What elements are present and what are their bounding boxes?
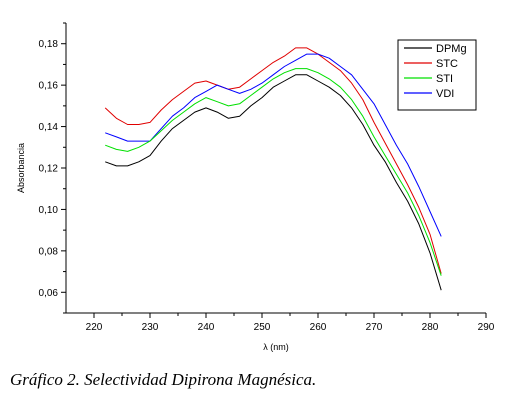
y-axis-ticks: 0,06 0,08 0,10 0,12 0,14 0,16 0,18 [39, 22, 66, 314]
series-line-stc [104, 47, 442, 274]
y-tick-label: 0,06 [39, 288, 59, 299]
legend-box [397, 39, 477, 111]
x-axis-ticks: 220 230 240 250 260 270 280 290 [86, 313, 495, 333]
x-tick-label: 260 [310, 322, 327, 333]
x-tick-label: 220 [86, 322, 103, 333]
legend-label: DPMg [436, 43, 467, 55]
legend-label: STC [436, 58, 458, 70]
y-tick-label: 0,10 [39, 205, 59, 216]
y-tick-label: 0,14 [39, 122, 59, 133]
x-tick-label: 280 [422, 322, 439, 333]
series-line-vdi [105, 53, 442, 237]
y-tick-label: 0,16 [39, 81, 59, 92]
x-tick-label: 270 [366, 322, 383, 333]
legend-label: VDI [436, 88, 454, 100]
chart-legend: DPMg STC STI VDI [397, 39, 477, 111]
y-axis-title: Absorbancia [16, 143, 26, 193]
x-tick-label: 240 [198, 322, 215, 333]
absorbance-chart: 220 230 240 250 260 270 280 290 0,06 0,08 0,10 0,1… [16, 22, 495, 352]
y-tick-label: 0,12 [39, 164, 59, 175]
chart-series [104, 47, 442, 291]
legend-label: STI [436, 73, 453, 85]
x-tick-label: 250 [254, 322, 271, 333]
series-line-dpmg [105, 74, 442, 291]
series-line-sti [105, 68, 442, 276]
y-tick-label: 0,18 [39, 39, 59, 50]
x-tick-label: 290 [478, 322, 495, 333]
x-axis-title: λ (nm) [263, 342, 289, 352]
figure-caption: Gráfico 2. Selectividad Dipirona Magnési… [10, 370, 317, 389]
x-tick-label: 230 [142, 322, 159, 333]
y-tick-label: 0,08 [39, 246, 59, 257]
